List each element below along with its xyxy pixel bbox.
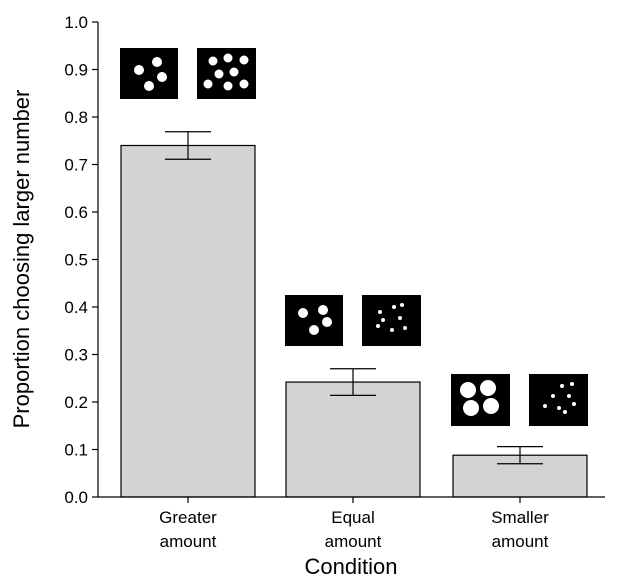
y-tick-label-10: 1.0 [64, 13, 88, 32]
y-tick-label-1: 0.1 [64, 441, 88, 460]
y-tick-label-7: 0.7 [64, 156, 88, 175]
y-tick-label-3: 0.3 [64, 346, 88, 365]
stimulus-icon-smaller-left [451, 374, 510, 426]
y-tick-label-5: 0.5 [64, 251, 88, 270]
stimulus-icon-greater-right [197, 48, 256, 99]
stimulus-icon-equal-left [285, 295, 343, 346]
x-tick-label-0: Greater amount [159, 508, 217, 551]
y-tick-label-4: 0.4 [64, 298, 88, 317]
stimulus-icons [120, 48, 588, 426]
y-tick-label-6: 0.6 [64, 203, 88, 222]
x-tick-label-1: Equal amount [325, 508, 382, 551]
y-tick-label-0: 0.0 [64, 488, 88, 507]
bar-0 [120, 144, 256, 498]
stimulus-icon-smaller-right [529, 374, 588, 426]
bar-1 [285, 381, 421, 498]
stimulus-icon-greater-left [120, 48, 178, 99]
x-axis-title: Condition [305, 554, 398, 579]
stimulus-icon-equal-right [362, 295, 421, 346]
y-tick-label-2: 0.2 [64, 393, 88, 412]
y-tick-label-8: 0.8 [64, 108, 88, 127]
y-axis-title: Proportion choosing larger number [9, 90, 34, 429]
x-tick-label-2: Smaller amount [491, 508, 549, 551]
y-tick-label-9: 0.9 [64, 61, 88, 80]
